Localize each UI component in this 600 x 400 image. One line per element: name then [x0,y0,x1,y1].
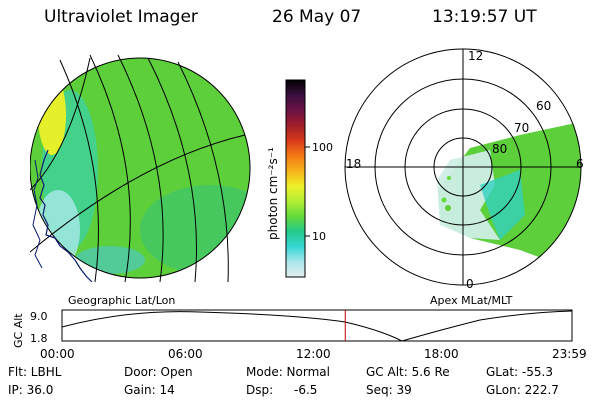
mlt-label-6: 6 [576,157,584,171]
altitude-curve [61,310,573,342]
coastline [39,149,93,282]
timeline-ytick-top: 9.0 [30,310,48,323]
timeline-xtick-1800: 18:00 [424,347,459,361]
glon-status: GLon: 222.7 [486,383,559,397]
mlat-label-80: 80 [492,142,507,156]
ip-status: IP: 36.0 [8,383,54,397]
door-status: Door: Open [124,365,193,379]
timeline-ylabel: GC Alt [12,313,25,348]
apex-caption: Apex MLat/MLT [430,294,513,307]
mlt-label-0: 0 [466,277,474,291]
instrument-title: Ultraviolet Imager [44,7,198,27]
date-label: 26 May 07 [272,7,362,27]
timeline-xtick-0600: 06:00 [168,347,203,361]
colorbar-bar [285,79,306,278]
polar-grid [344,48,582,286]
seq-status: Seq: 39 [366,383,412,397]
altitude-timeline: GC Alt 9.0 1.8 00:00 06:00 12:00 18:00 2… [12,309,587,361]
timeline-xtick-2359: 23:59 [552,347,587,361]
mlt-label-12: 12 [468,49,483,63]
colorbar-tick-100: 100 [312,141,333,154]
colorbar-unit-label: photon cm⁻²s⁻¹ [266,147,280,240]
mlat-label-60: 60 [536,99,551,113]
geographic-grid [30,54,251,282]
filter-status: Flt: LBHL [8,365,62,379]
timeline-xtick-0000: 00:00 [40,347,75,361]
colorbar: 100 10 photon cm⁻²s⁻¹ [266,79,333,278]
mode-status: Mode: Normal [246,365,330,379]
geographic-image-panel [30,54,251,282]
gain-status: Gain: 14 [124,383,175,397]
time-label: 13:19:57 UT [432,7,537,27]
dsp-value: -6.5 [294,383,318,397]
dsp-label: Dsp: [246,383,274,397]
polar-plot: 12 18 6 0 60 70 80 [344,48,584,291]
mlt-label-18: 18 [346,157,361,171]
colorbar-tick-10: 10 [312,230,326,243]
timeline-ytick-bottom: 1.8 [30,332,48,345]
mlat-label-70: 70 [514,121,529,135]
timeline-xtick-1200: 12:00 [296,347,331,361]
timeline-frame [61,309,573,342]
geographic-caption: Geographic Lat/Lon [68,294,175,307]
gc-alt-status: GC Alt: 5.6 Re [366,365,450,379]
glat-status: GLat: -55.3 [486,365,553,379]
